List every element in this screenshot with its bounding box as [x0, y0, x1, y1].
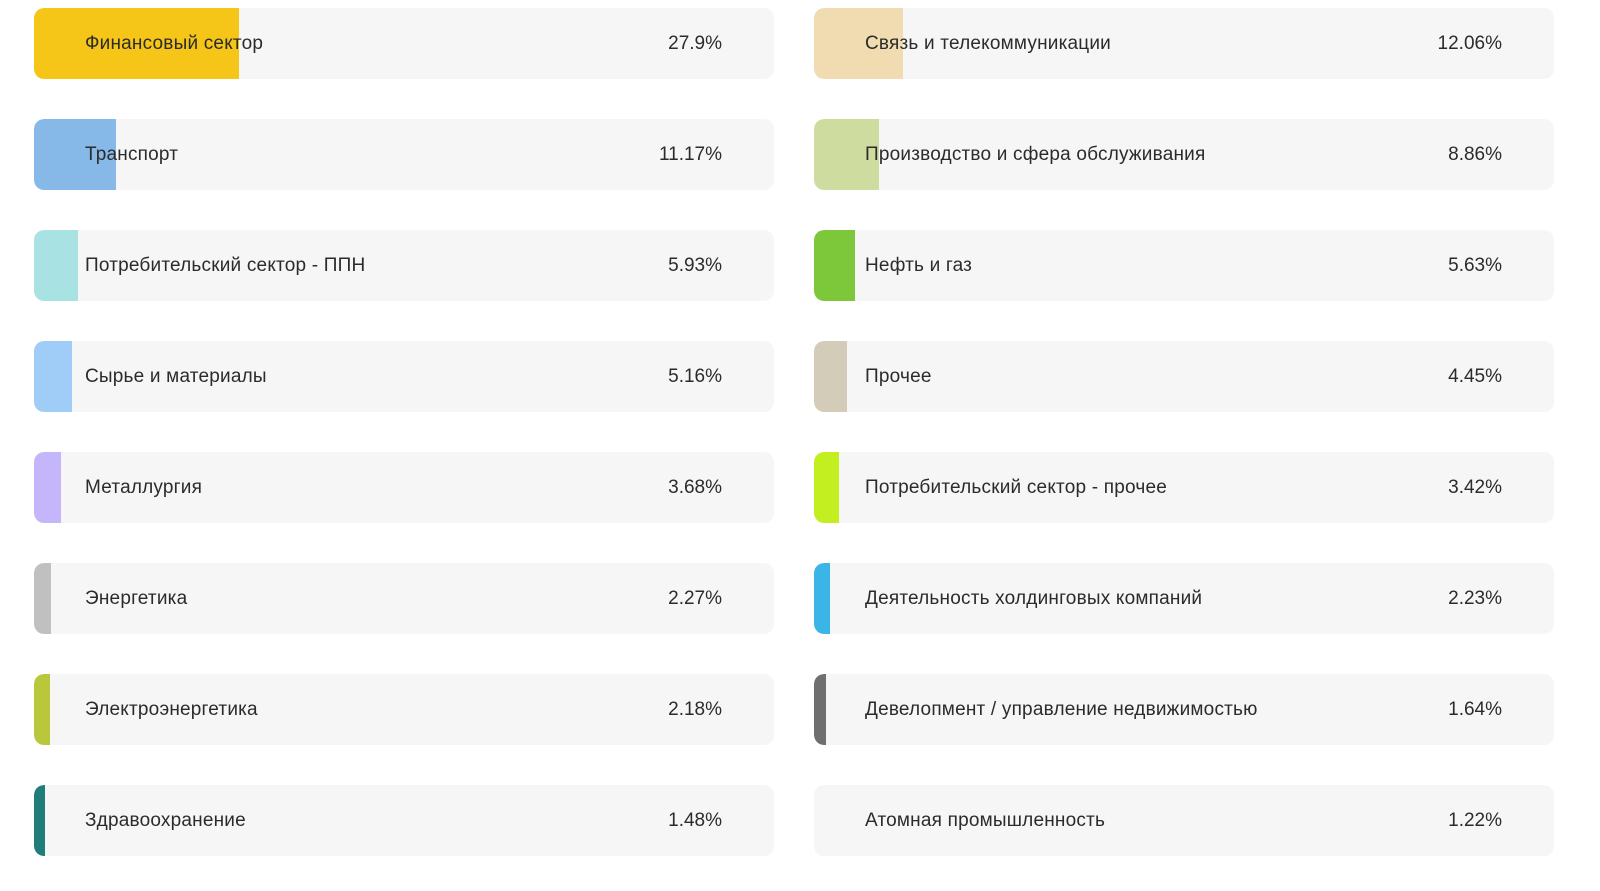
sector-percentage: 27.9% — [668, 32, 722, 54]
sector-percentage: 1.64% — [1448, 698, 1502, 720]
sector-share-bar — [34, 785, 45, 856]
sector-row: Нефть и газ 5.63% — [814, 230, 1554, 301]
sector-row: Сырье и материалы 5.16% — [34, 341, 774, 412]
sector-label: Сырье и материалы — [85, 365, 267, 387]
sector-share-bar — [34, 452, 61, 523]
sector-row: Энергетика 2.27% — [34, 563, 774, 634]
sector-percentage: 8.86% — [1448, 143, 1502, 165]
sector-row: Транспорт 11.17% — [34, 119, 774, 190]
sector-percentage: 5.93% — [668, 254, 722, 276]
sector-label: Связь и телекоммуникации — [865, 32, 1111, 54]
sector-share-bar — [814, 785, 823, 856]
sector-label: Прочее — [865, 365, 932, 387]
sector-percentage: 5.16% — [668, 365, 722, 387]
sector-share-bar — [34, 8, 239, 79]
sector-row: Прочее 4.45% — [814, 341, 1554, 412]
sector-row: Атомная промышленность 1.22% — [814, 785, 1554, 856]
sector-row: Деятельность холдинговых компаний 2.23% — [814, 563, 1554, 634]
sector-row: Потребительский сектор - прочее 3.42% — [814, 452, 1554, 523]
sector-label: Деятельность холдинговых компаний — [865, 587, 1203, 609]
sector-percentage: 12.06% — [1437, 32, 1502, 54]
sector-label: Энергетика — [85, 587, 188, 609]
sector-percentage: 2.23% — [1448, 587, 1502, 609]
sector-share-bar — [814, 563, 830, 634]
sector-row: Электроэнергетика 2.18% — [34, 674, 774, 745]
sector-share-bar — [34, 563, 51, 634]
sector-label: Девелопмент / управление недвижимостью — [865, 698, 1258, 720]
sector-percentage: 1.48% — [668, 809, 722, 831]
sector-share-bar — [34, 674, 50, 745]
sector-allocation-list: Финансовый сектор 27.9% Связь и телекоммун… — [34, 8, 1590, 856]
sector-row: Финансовый сектор 27.9% — [34, 8, 774, 79]
sector-label: Металлургия — [85, 476, 203, 498]
sector-share-bar — [34, 119, 116, 190]
sector-percentage: 4.45% — [1448, 365, 1502, 387]
sector-share-bar — [814, 8, 903, 79]
sector-label: Финансовый сектор — [85, 32, 264, 54]
sector-share-bar — [814, 119, 879, 190]
sector-share-bar — [34, 341, 72, 412]
sector-share-bar — [814, 341, 847, 412]
sector-row: Связь и телекоммуникации 12.06% — [814, 8, 1554, 79]
sector-share-bar — [34, 230, 78, 301]
sector-percentage: 5.63% — [1448, 254, 1502, 276]
sector-share-bar — [814, 674, 826, 745]
sector-label: Производство и сфера обслуживания — [865, 143, 1206, 165]
sector-label: Нефть и газ — [865, 254, 973, 276]
sector-row: Производство и сфера обслуживания 8.86% — [814, 119, 1554, 190]
sector-percentage: 3.42% — [1448, 476, 1502, 498]
sector-label: Транспорт — [85, 143, 179, 165]
sector-label: Электроэнергетика — [85, 698, 258, 720]
sector-percentage: 11.17% — [658, 143, 722, 165]
sector-percentage: 2.27% — [668, 587, 722, 609]
sector-label: Атомная промышленность — [865, 809, 1106, 831]
sector-row: Потребительский сектор - ППН 5.93% — [34, 230, 774, 301]
sector-row: Девелопмент / управление недвижимостью 1.… — [814, 674, 1554, 745]
sector-row: Металлургия 3.68% — [34, 452, 774, 523]
sector-share-bar — [814, 230, 855, 301]
sector-row: Здравоохранение 1.48% — [34, 785, 774, 856]
sector-percentage: 2.18% — [668, 698, 722, 720]
sector-label: Потребительский сектор - ППН — [85, 254, 366, 276]
sector-share-bar — [814, 452, 839, 523]
sector-label: Потребительский сектор - прочее — [865, 476, 1167, 498]
sector-percentage: 3.68% — [668, 476, 722, 498]
sector-label: Здравоохранение — [85, 809, 246, 831]
sector-percentage: 1.22% — [1448, 809, 1502, 831]
